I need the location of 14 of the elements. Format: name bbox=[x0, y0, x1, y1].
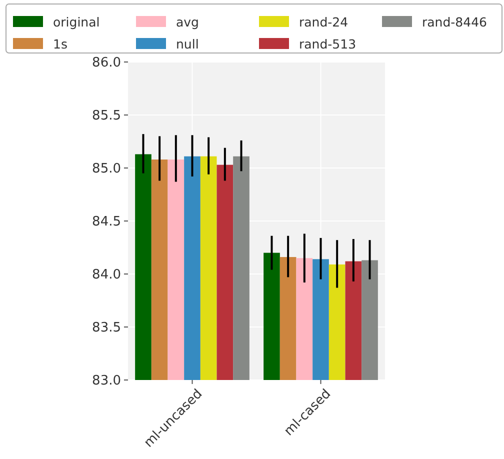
legend-label: original bbox=[53, 14, 100, 30]
y-tick-label: 85.0 bbox=[92, 162, 121, 177]
y-tick-label: 84.0 bbox=[92, 268, 121, 283]
y-tick-label: 85.5 bbox=[92, 108, 121, 124]
legend-label: 1s bbox=[53, 36, 68, 52]
legend-label: rand-8446 bbox=[422, 14, 488, 30]
legend-label: rand-24 bbox=[299, 14, 348, 30]
legend-label: null bbox=[176, 36, 199, 52]
y-tick-label: 84.5 bbox=[92, 214, 121, 230]
legend-label: rand-513 bbox=[299, 36, 356, 52]
legend-label: avg bbox=[176, 14, 199, 30]
y-tick-label: 83.5 bbox=[92, 320, 121, 336]
y-tick-label: 86.0 bbox=[92, 56, 121, 71]
y-tick-label: 83.0 bbox=[92, 374, 121, 389]
